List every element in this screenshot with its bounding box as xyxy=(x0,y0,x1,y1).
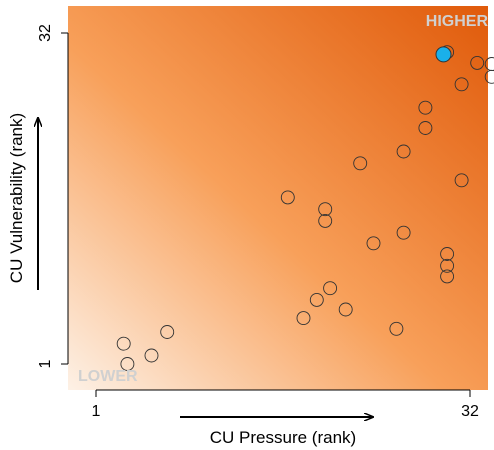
data-point-5 xyxy=(280,190,295,205)
x-tick-label-left: 1 xyxy=(92,403,101,420)
data-point-17 xyxy=(418,121,433,135)
data-point-1 xyxy=(116,336,131,351)
data-point-15 xyxy=(396,225,411,240)
y-tick-label-bottom: 1 xyxy=(37,359,54,368)
plot-area-gradient xyxy=(68,6,488,390)
data-point-3 xyxy=(144,348,159,363)
data-point-9 xyxy=(309,292,324,307)
data-point-4 xyxy=(160,325,175,339)
y-axis-title: CU Vulnerability (rank) xyxy=(7,113,26,283)
data-point-19 xyxy=(440,247,455,261)
x-tick-label-right: 32 xyxy=(461,403,479,420)
data-point-10 xyxy=(323,281,338,296)
data-point-8 xyxy=(296,311,311,326)
data-point-16 xyxy=(396,144,411,159)
data-point-7 xyxy=(318,213,333,228)
x-axis-title: CU Pressure (rank) xyxy=(210,428,356,447)
data-point-14 xyxy=(389,321,404,336)
corner-label-lower: LOWER xyxy=(78,368,138,385)
data-points xyxy=(116,45,494,371)
y-tick-label-top: 32 xyxy=(37,24,54,42)
data-point-11 xyxy=(338,302,353,317)
y-axis: 32 1 xyxy=(37,24,69,368)
data-point-13 xyxy=(366,236,381,251)
data-point-21 xyxy=(440,269,455,284)
data-point-12 xyxy=(353,156,368,171)
highlighted-data-point xyxy=(435,46,452,63)
data-point-18 xyxy=(418,100,433,115)
corner-label-higher: HIGHER xyxy=(426,13,489,30)
data-point-25 xyxy=(470,55,485,70)
data-point-6 xyxy=(318,202,333,217)
x-axis: 1 32 xyxy=(92,389,479,420)
data-point-23 xyxy=(454,173,469,188)
data-point-24 xyxy=(454,77,469,92)
data-point-2 xyxy=(120,357,135,371)
data-point-20 xyxy=(440,258,455,273)
data-point-27 xyxy=(484,69,494,84)
